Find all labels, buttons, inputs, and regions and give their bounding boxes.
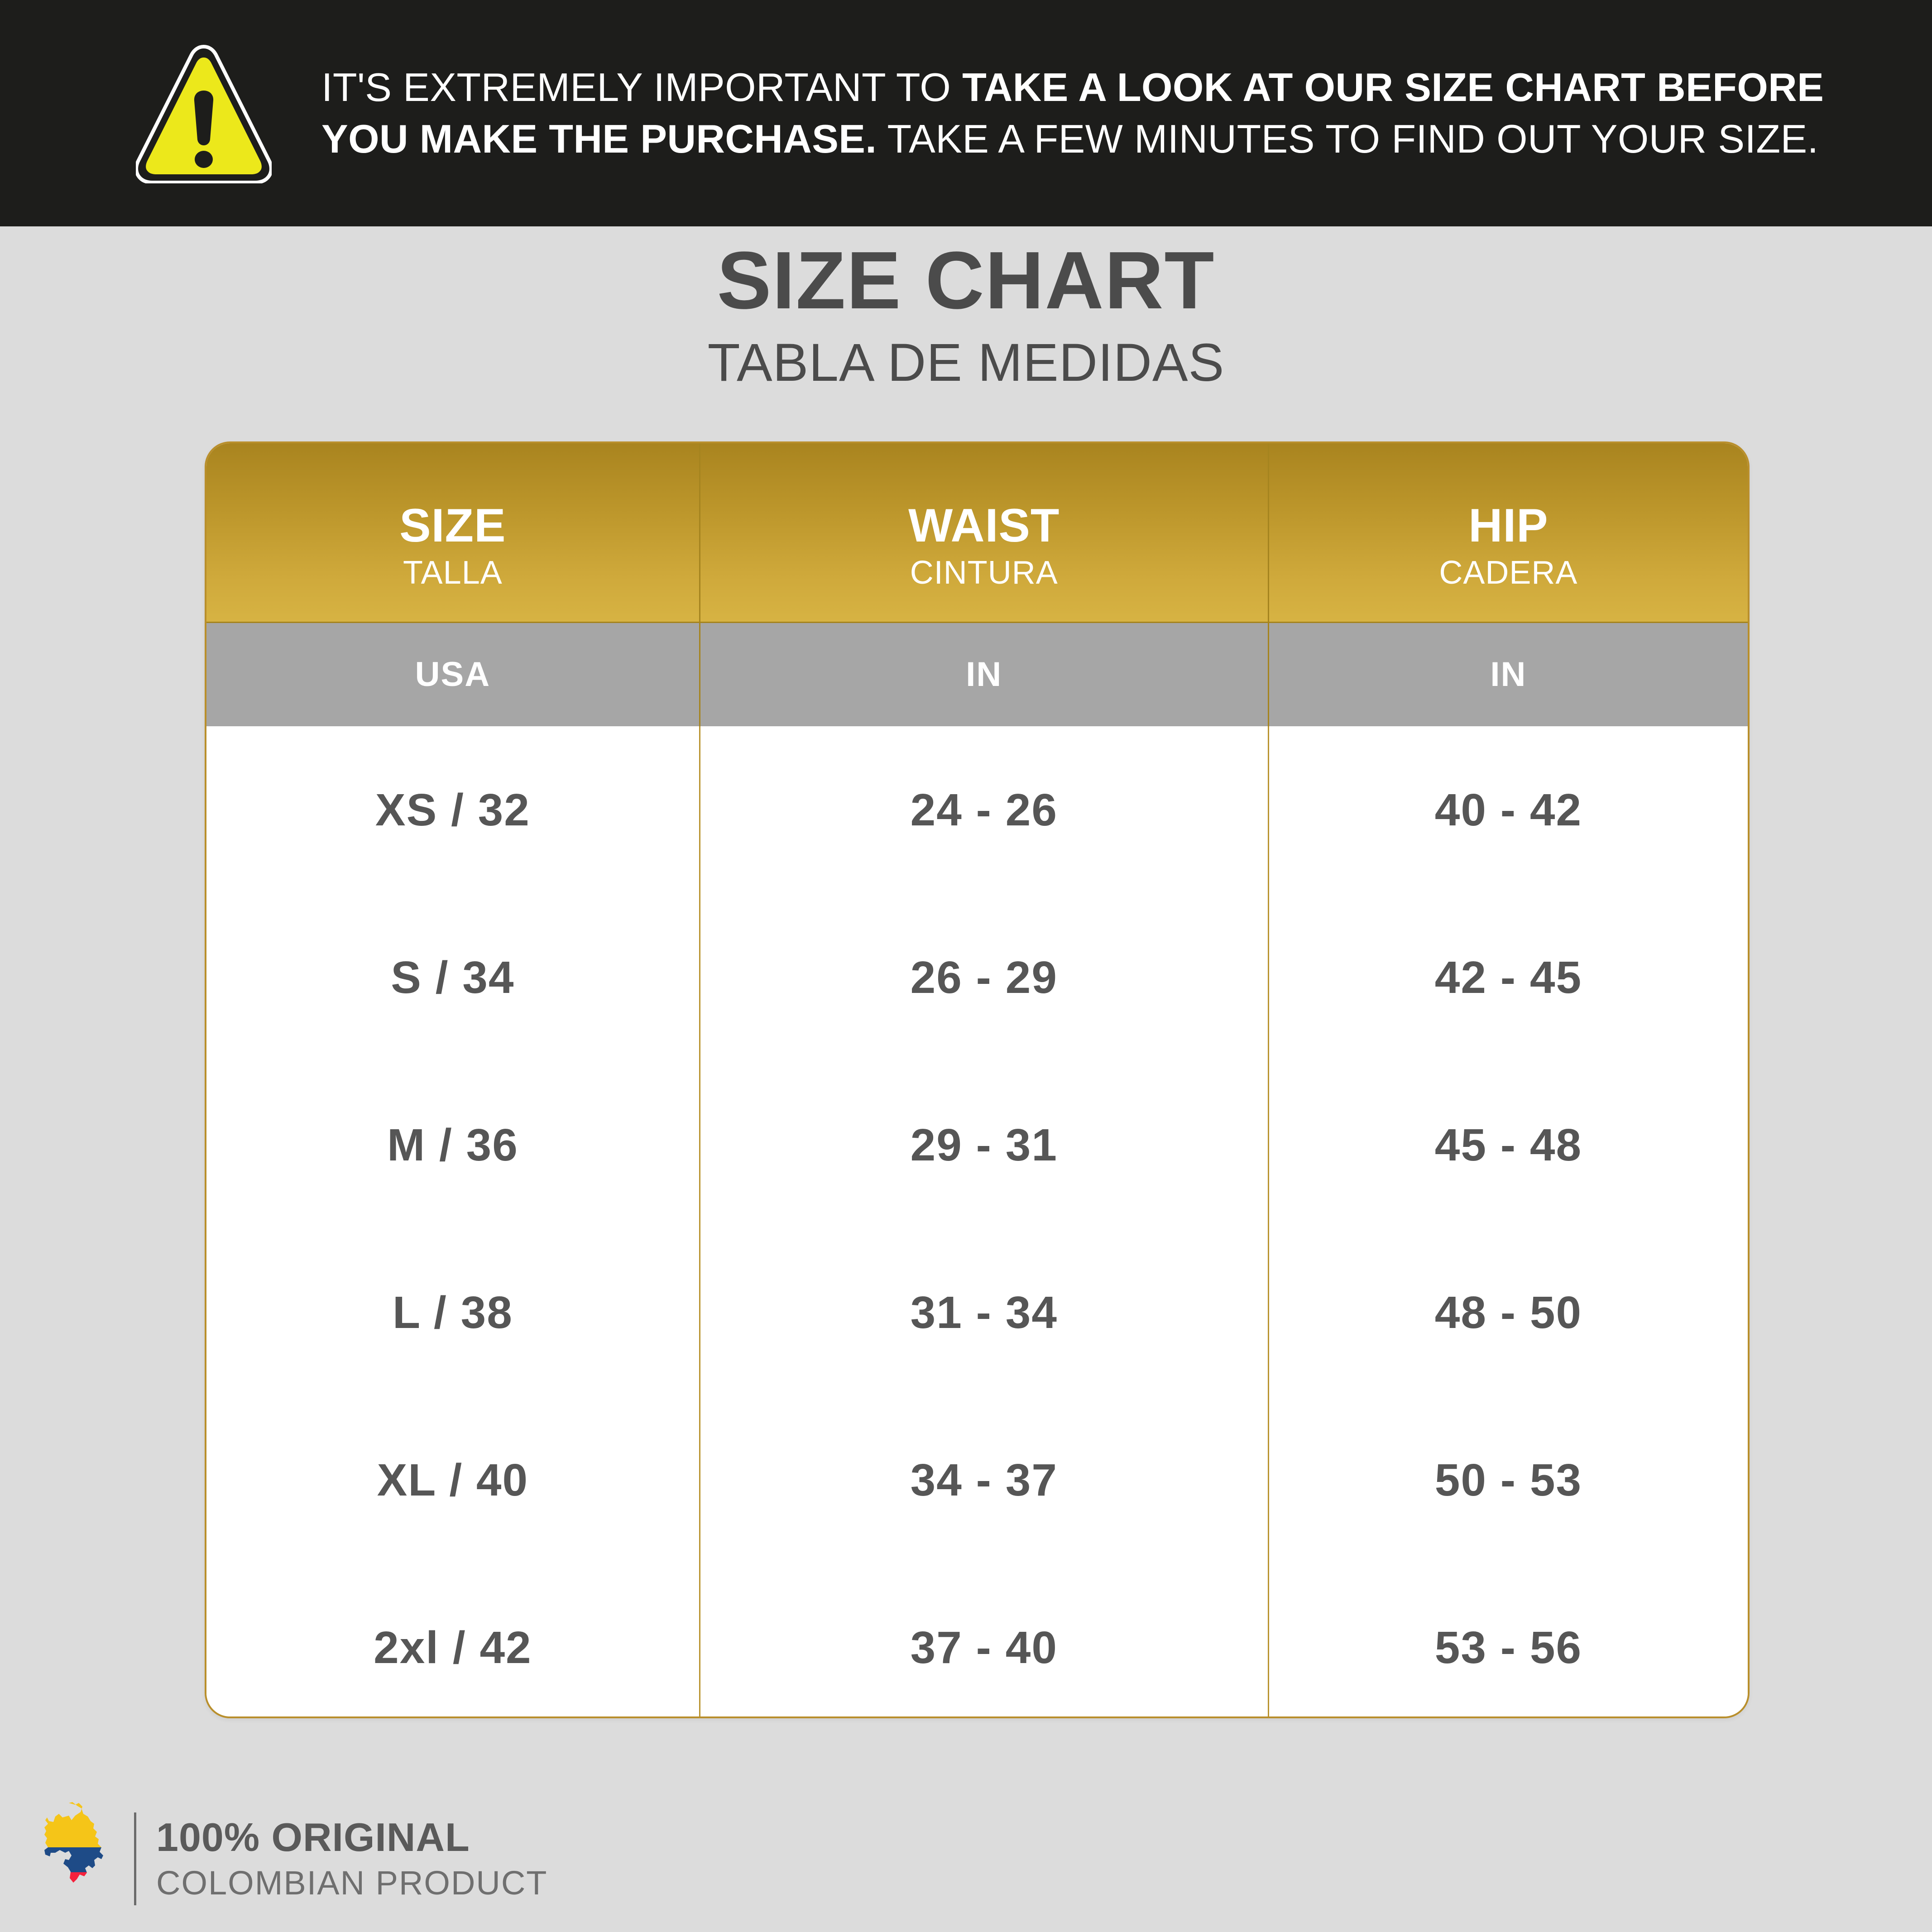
column-header-hip: HIP CADERA (1268, 443, 1748, 622)
page-title: SIZE CHART TABLA DE MEDIDAS (0, 240, 1932, 397)
cell-hip: 50 - 53 (1268, 1396, 1748, 1564)
cell-waist: 34 - 37 (700, 1396, 1269, 1564)
cell-hip: 48 - 50 (1268, 1229, 1748, 1396)
cell-size: XS / 32 (206, 726, 700, 894)
cell-waist: 26 - 29 (700, 894, 1269, 1061)
table-row: S / 34 26 - 29 42 - 45 (206, 894, 1748, 1061)
table-row: 2xl / 42 37 - 40 53 - 56 (206, 1564, 1748, 1716)
table-row: L / 38 31 - 34 48 - 50 (206, 1229, 1748, 1396)
warning-text-part-1: IT'S EXTREMELY IMPORTANT TO (321, 64, 963, 110)
table-row: M / 36 29 - 31 45 - 48 (206, 1061, 1748, 1229)
column-header-waist: WAIST CINTURA (700, 443, 1269, 622)
size-chart-table: SIZE TALLA WAIST CINTURA HIP CADERA USA … (205, 441, 1750, 1718)
cell-size: L / 38 (206, 1229, 700, 1396)
cell-waist: 37 - 40 (700, 1564, 1269, 1716)
cell-hip: 45 - 48 (1268, 1061, 1748, 1229)
table-header-row-units: USA IN IN (206, 621, 1748, 726)
warning-text-part-2: TAKE A LOOK AT OUR SIZE CHART BEFORE YOU… (321, 64, 1824, 161)
colombia-map-flag-icon (43, 1802, 120, 1915)
footer-badge: 100% ORIGINAL COLOMBIAN PRODUCT (43, 1802, 548, 1915)
cell-hip: 53 - 56 (1268, 1564, 1748, 1716)
cell-waist: 29 - 31 (700, 1061, 1269, 1229)
column-header-hip-en: HIP (1468, 499, 1548, 552)
unit-header-hip: IN (1268, 621, 1748, 726)
warning-banner: IT'S EXTREMELY IMPORTANT TO TAKE A LOOK … (0, 0, 1932, 226)
warning-text-part-3: TAKE A FEW MINUTES TO FIND OUT YOUR SIZE… (877, 116, 1819, 161)
table-row: XL / 40 34 - 37 50 - 53 (206, 1396, 1748, 1564)
cell-hip: 42 - 45 (1268, 894, 1748, 1061)
cell-waist: 24 - 26 (700, 726, 1269, 894)
footer-subtitle: COLOMBIAN PRODUCT (156, 1864, 548, 1902)
footer-divider (134, 1812, 136, 1905)
title-sub: TABLA DE MEDIDAS (707, 333, 1225, 393)
cell-size: XL / 40 (206, 1396, 700, 1564)
column-header-waist-es: CINTURA (910, 554, 1058, 591)
cell-size: M / 36 (206, 1061, 700, 1229)
column-header-size: SIZE TALLA (206, 443, 700, 622)
unit-header-size: USA (206, 621, 700, 726)
column-header-waist-en: WAIST (908, 499, 1060, 552)
unit-header-waist: IN (700, 621, 1269, 726)
cell-hip: 40 - 42 (1268, 726, 1748, 894)
column-header-hip-es: CADERA (1439, 554, 1578, 591)
table-row: XS / 32 24 - 26 40 - 42 (206, 726, 1748, 894)
cell-size: 2xl / 42 (206, 1564, 700, 1716)
table-header-row-primary: SIZE TALLA WAIST CINTURA HIP CADERA (206, 443, 1748, 622)
column-header-size-es: TALLA (403, 554, 503, 591)
title-main: SIZE CHART (717, 235, 1215, 326)
cell-size: S / 34 (206, 894, 700, 1061)
warning-message: IT'S EXTREMELY IMPORTANT TO TAKE A LOOK … (321, 62, 1906, 165)
warning-triangle-icon (134, 43, 273, 184)
cell-waist: 31 - 34 (700, 1229, 1269, 1396)
column-header-size-en: SIZE (399, 499, 506, 552)
footer-title: 100% ORIGINAL (156, 1815, 470, 1860)
